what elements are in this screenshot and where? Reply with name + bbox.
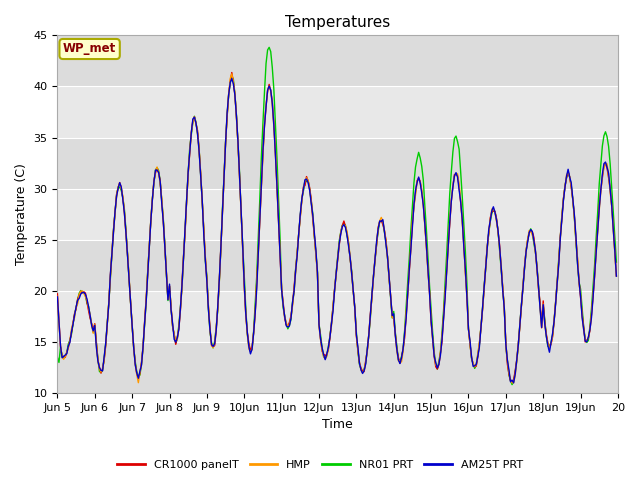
Title: Temperatures: Temperatures bbox=[285, 15, 390, 30]
Text: WP_met: WP_met bbox=[63, 43, 116, 56]
Legend: CR1000 panelT, HMP, NR01 PRT, AM25T PRT: CR1000 panelT, HMP, NR01 PRT, AM25T PRT bbox=[113, 456, 527, 474]
Bar bbox=[58, 291, 618, 342]
Bar bbox=[58, 36, 618, 86]
Bar bbox=[58, 240, 618, 291]
X-axis label: Time: Time bbox=[323, 419, 353, 432]
Bar bbox=[58, 342, 618, 393]
Y-axis label: Temperature (C): Temperature (C) bbox=[15, 163, 28, 265]
Bar bbox=[58, 86, 618, 138]
Bar bbox=[58, 189, 618, 240]
Bar bbox=[58, 138, 618, 189]
